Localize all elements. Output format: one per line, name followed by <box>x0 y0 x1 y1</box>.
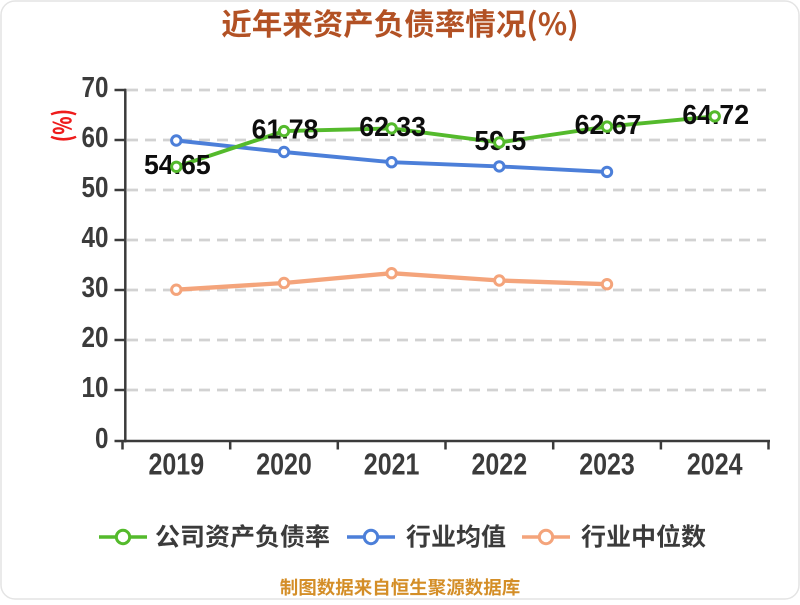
svg-text:2024: 2024 <box>687 447 743 481</box>
svg-text:70: 70 <box>82 71 109 103</box>
svg-text:30: 30 <box>82 271 109 303</box>
svg-text:20: 20 <box>82 321 109 353</box>
svg-text:10: 10 <box>82 371 109 403</box>
svg-text:2022: 2022 <box>471 447 527 481</box>
svg-text:2020: 2020 <box>256 447 312 481</box>
svg-text:2019: 2019 <box>148 447 204 481</box>
svg-text:40: 40 <box>82 221 109 253</box>
svg-text:60: 60 <box>82 121 109 153</box>
svg-text:0: 0 <box>95 422 108 454</box>
svg-text:2023: 2023 <box>579 447 635 481</box>
svg-text:50: 50 <box>82 171 109 203</box>
svg-text:2021: 2021 <box>364 447 420 481</box>
